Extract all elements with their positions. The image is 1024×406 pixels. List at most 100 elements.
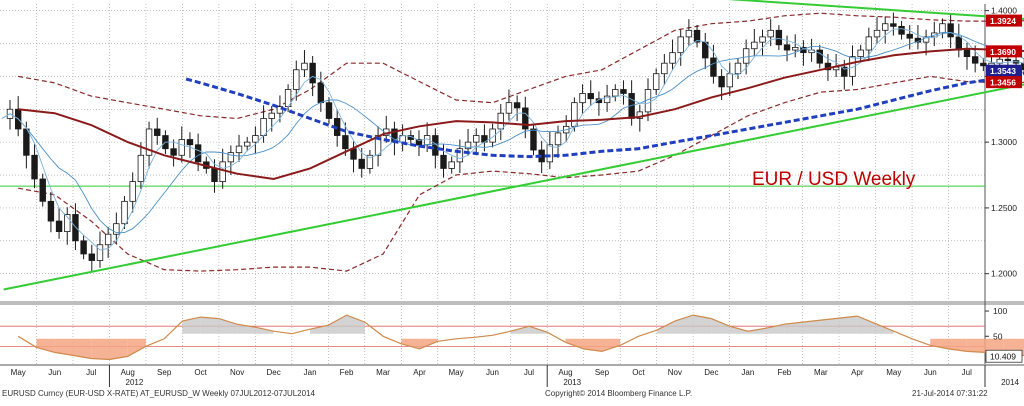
candle-body <box>456 148 464 163</box>
candle-body <box>489 128 496 143</box>
x-month-label: Aug <box>121 368 135 377</box>
osc-fill-high <box>346 315 365 334</box>
moving-averages <box>1 28 1024 251</box>
osc-fill-high <box>310 325 329 334</box>
osc-fill-low <box>109 338 128 360</box>
candle-body <box>865 36 873 51</box>
candle-body <box>301 62 308 71</box>
candle-body <box>137 154 145 183</box>
value-tag-box <box>986 14 1022 27</box>
osc-fill-high <box>218 318 238 334</box>
candle-body <box>849 56 856 77</box>
osc-fill-high <box>802 320 821 334</box>
candle-body <box>530 128 537 151</box>
candle-body <box>783 44 791 51</box>
candle-body <box>906 33 913 39</box>
candle-body <box>759 36 766 43</box>
osc-fill-low <box>966 338 985 353</box>
candle-body <box>432 135 439 156</box>
time-axis: May Jun Jul Aug Sep Oct Nov Dec Jan Feb Mar Apr May J… <box>11 365 1019 387</box>
candle-body <box>751 41 758 50</box>
footer-security: EURUSD Curncy (EUR-USD X-RATE) AT_EURUSD… <box>2 389 315 398</box>
candle-body <box>792 47 799 51</box>
candle-body <box>661 62 668 75</box>
osc-value-tag-label: 10.409 <box>990 352 1016 362</box>
candle-body <box>358 158 365 169</box>
candle-body <box>947 23 954 38</box>
x-year-label: 2013 <box>563 378 581 387</box>
osc-fill-low <box>948 338 967 352</box>
candle-body <box>603 95 611 104</box>
candle-body <box>219 161 226 183</box>
candle-body <box>955 36 963 51</box>
candle-body <box>64 214 71 232</box>
value-tag-label: 1.3543 <box>990 66 1016 76</box>
candle-body <box>767 29 774 38</box>
envelope-bands <box>18 12 1024 272</box>
candle-body <box>448 161 455 169</box>
candle-body <box>47 200 55 222</box>
ma-long-dashed-line <box>185 71 1024 159</box>
x-month-label: Oct <box>194 368 207 377</box>
candle-body <box>31 154 38 180</box>
candle-body <box>505 102 513 114</box>
osc-fill-low <box>601 338 621 352</box>
candle-body <box>440 154 447 169</box>
candle-body <box>497 112 504 130</box>
x-month-label: May <box>11 368 26 377</box>
candle-body <box>1004 58 1012 61</box>
osc-fill-high <box>200 317 219 334</box>
candle-body <box>252 135 259 143</box>
osc-value-tag-box <box>985 349 1023 363</box>
value-tag-label: 1.3456 <box>990 78 1016 88</box>
candle-body <box>734 62 742 75</box>
candle-body <box>546 144 554 163</box>
value-tag-box <box>986 76 1022 89</box>
candle-body <box>963 49 971 58</box>
value-tag-label: 1.3924 <box>990 16 1016 26</box>
osc-fill-high <box>656 321 675 334</box>
osc-fill-low <box>565 338 584 349</box>
candle-body <box>612 89 619 97</box>
candle-body <box>88 253 95 261</box>
osc-fill-low <box>36 338 55 353</box>
candle-body <box>971 56 979 64</box>
candle-body <box>129 181 136 202</box>
osc-fill-low <box>930 338 949 349</box>
candle-body <box>881 23 889 31</box>
candle-body <box>366 154 374 169</box>
candle-body <box>170 148 177 156</box>
osc-fill-low <box>401 338 420 349</box>
osc-fill-high <box>839 316 858 334</box>
y-tick-label: 1.2000 <box>991 269 1017 279</box>
candle-body <box>571 102 578 127</box>
candle-body <box>317 82 325 104</box>
candle-body <box>178 139 185 156</box>
x-month-label: May <box>448 368 463 377</box>
lower-band <box>18 75 1024 272</box>
candle-body <box>742 48 750 64</box>
osc-fill-high <box>784 322 803 334</box>
x-month-label: Jun <box>924 368 937 377</box>
x-month-label: Oct <box>632 368 645 377</box>
x-month-label: Apr <box>851 368 864 377</box>
support-trendline <box>3 83 1024 291</box>
osc-fill-high <box>711 318 730 334</box>
candle-body <box>652 73 660 90</box>
candle-body <box>685 29 693 38</box>
osc-fill-high <box>182 317 201 334</box>
osc-fill-low <box>54 338 73 356</box>
x-month-label: Nov <box>230 368 244 377</box>
osc-fill-high <box>255 327 274 334</box>
candle-body <box>293 69 300 90</box>
candle-body <box>587 93 594 100</box>
x-month-label: Jul <box>86 368 96 377</box>
x-month-label: Jun <box>48 368 61 377</box>
x-month-label: Feb <box>777 368 791 377</box>
candle-body <box>980 62 987 67</box>
y-tick-label: 1.2500 <box>991 203 1017 213</box>
candle-body <box>693 29 701 43</box>
candle-body <box>194 144 202 163</box>
